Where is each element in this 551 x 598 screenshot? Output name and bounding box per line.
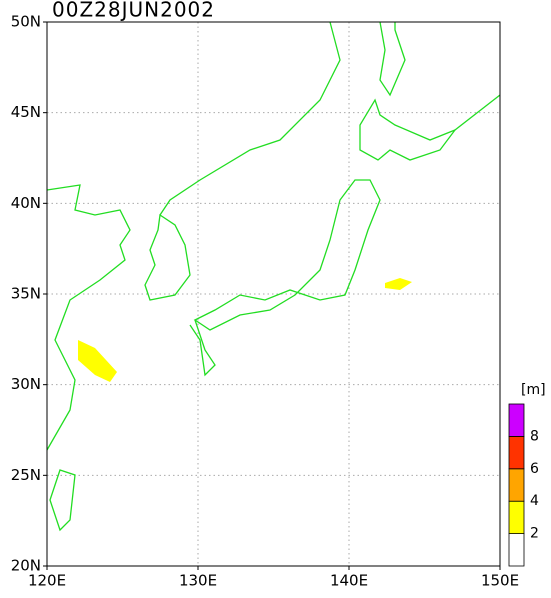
x-tick-label: 130E [179, 572, 217, 590]
x-tick-label: 120E [28, 572, 66, 590]
y-tick-label: 45N [11, 103, 41, 121]
x-tick-label: 140E [330, 572, 368, 590]
coastlines [46, 21, 501, 532]
colorbar-label: 2 [530, 526, 539, 542]
x-tick-label: 150E [481, 572, 519, 590]
colorbar-box [508, 533, 525, 567]
y-tick-label: 20N [11, 557, 41, 575]
wave-areas [78, 278, 412, 382]
colorbar-label: 8 [530, 428, 539, 444]
y-tick-label: 40N [11, 194, 41, 212]
colorbar-box [508, 500, 525, 535]
colorbar-unit: [m] [521, 382, 546, 398]
colorbar-label: 4 [530, 493, 539, 509]
colorbar-box [508, 435, 525, 470]
y-tick-label: 50N [11, 13, 41, 31]
y-tick-label: 25N [11, 466, 41, 484]
colorbar-box [508, 468, 525, 502]
colorbar-box [508, 403, 525, 437]
y-tick-label: 35N [11, 285, 41, 303]
y-tick-label: 30N [11, 375, 41, 393]
map-title: 00Z28JUN2002 [52, 0, 215, 22]
colorbar-label: 6 [530, 461, 539, 477]
